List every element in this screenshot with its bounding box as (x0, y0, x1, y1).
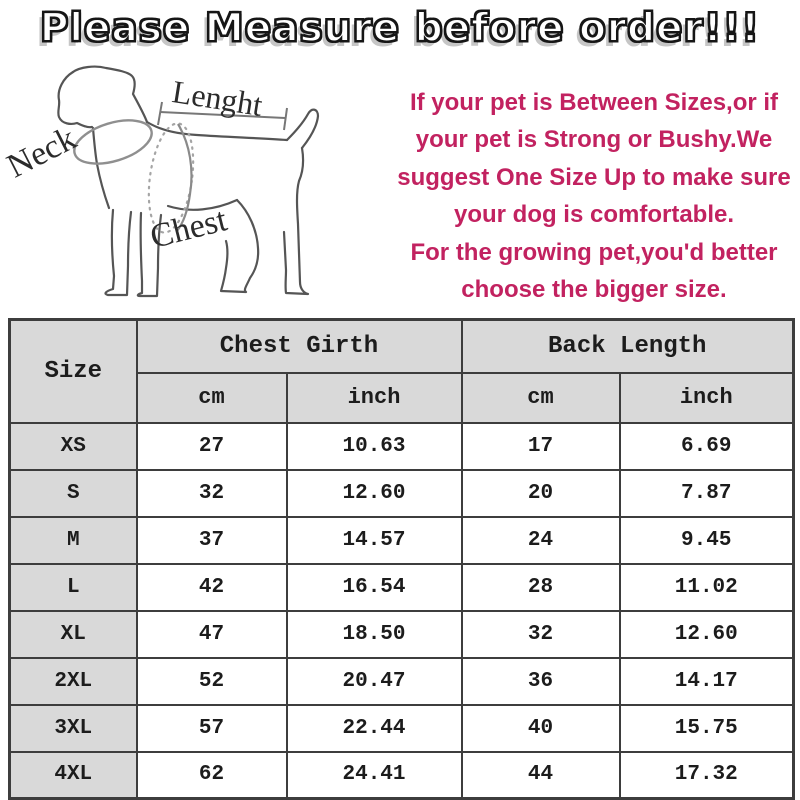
size-cell: M (8, 515, 138, 565)
col-header-size: Size (8, 318, 138, 424)
notice-line: your dog is comfortable. (453, 201, 735, 229)
dog-rear-leg-near (219, 198, 260, 294)
size-row-2xl: 2XL 52 20.47 36 14.17 (8, 656, 795, 706)
size-table: Size Chest Girth Back Length cm inch cm … (8, 318, 795, 800)
back-cm-cell: 44 (460, 750, 621, 800)
chest-cm-cell: 62 (135, 750, 288, 800)
col-header-back-cm: cm (460, 371, 621, 424)
page-title: Please Measure before order!!! (39, 5, 761, 52)
size-row-s: S 32 12.60 20 7.87 (8, 468, 795, 518)
size-row-xs: XS 27 10.63 17 6.69 (8, 421, 795, 471)
col-header-back-length: Back Length (460, 318, 795, 374)
dog-ear (57, 70, 94, 129)
dog-front-leg-near (104, 208, 133, 297)
chest-inch-cell: 18.50 (285, 609, 463, 659)
notice-line: For the growing pet,you'd better (410, 238, 778, 266)
back-cm-cell: 20 (460, 468, 621, 518)
size-cell: 3XL (8, 703, 138, 753)
dog-measurement-diagram: Lenght Neck Chest (0, 60, 392, 316)
size-cell: XL (8, 609, 138, 659)
dog-chest-front (91, 126, 111, 210)
col-header-chest-cm: cm (135, 371, 288, 424)
notice-line: your pet is Strong or Bushy.We (415, 126, 773, 154)
size-row-l: L 42 16.54 28 11.02 (8, 562, 795, 612)
back-inch-cell: 14.17 (618, 656, 795, 706)
back-cm-cell: 28 (460, 562, 621, 612)
chest-cm-cell: 47 (135, 609, 288, 659)
neck-ring (73, 119, 153, 165)
chest-inch-cell: 10.63 (285, 421, 463, 471)
dog-tail (285, 108, 320, 150)
size-table-section: Size Chest Girth Back Length cm inch cm … (8, 318, 795, 800)
col-header-back-inch: inch (618, 371, 795, 424)
size-cell: L (8, 562, 138, 612)
back-inch-cell: 6.69 (618, 421, 795, 471)
notice-line: If your pet is Between Sizes,or if (409, 89, 779, 116)
back-cm-cell: 24 (460, 515, 621, 565)
back-inch-cell: 12.60 (618, 609, 795, 659)
back-inch-cell: 11.02 (618, 562, 795, 612)
chest-cm-cell: 27 (135, 421, 288, 471)
size-row-m: M 37 14.57 24 9.45 (8, 515, 795, 565)
notice-line: choose the bigger size. (461, 276, 727, 304)
dog-front-leg-far (136, 211, 163, 298)
back-cm-cell: 40 (460, 703, 621, 753)
chest-cm-cell: 42 (135, 562, 288, 612)
length-measure-line (157, 101, 288, 131)
chest-inch-cell: 14.57 (285, 515, 463, 565)
back-cm-cell: 32 (460, 609, 621, 659)
back-cm-cell: 36 (460, 656, 621, 706)
col-header-chest-inch: inch (285, 371, 463, 424)
chest-cm-cell: 32 (135, 468, 288, 518)
size-row-xl: XL 47 18.50 32 12.60 (8, 609, 795, 659)
chest-inch-cell: 16.54 (285, 562, 463, 612)
dog-back (145, 120, 289, 142)
chest-cm-cell: 57 (135, 703, 288, 753)
notice-line: suggest One Size Up to make sure (397, 163, 791, 191)
notice-text: If your pet is Between Sizes,or if your … (392, 84, 796, 308)
dog-rear-leg-far (282, 146, 310, 296)
chest-ring-solid (176, 123, 193, 232)
back-cm-cell: 17 (460, 421, 621, 471)
chest-inch-cell: 12.60 (285, 468, 463, 518)
back-inch-cell: 17.32 (618, 750, 795, 800)
dog-belly (166, 198, 239, 211)
chest-inch-cell: 22.44 (285, 703, 463, 753)
back-inch-cell: 15.75 (618, 703, 795, 753)
chest-inch-cell: 20.47 (285, 656, 463, 706)
dog-outline-drawing (57, 65, 320, 298)
back-inch-cell: 7.87 (618, 468, 795, 518)
chest-cm-cell: 52 (135, 656, 288, 706)
chest-cm-cell: 37 (135, 515, 288, 565)
col-header-chest-girth: Chest Girth (135, 318, 463, 374)
size-row-3xl: 3XL 57 22.44 40 15.75 (8, 703, 795, 753)
chest-inch-cell: 24.41 (285, 750, 463, 800)
dog-head (71, 65, 149, 124)
size-cell: 2XL (8, 656, 138, 706)
size-row-4xl: 4XL 62 24.41 44 17.32 (8, 750, 795, 800)
size-cell: 4XL (8, 750, 138, 800)
size-cell: XS (8, 421, 138, 471)
back-inch-cell: 9.45 (618, 515, 795, 565)
size-cell: S (8, 468, 138, 518)
